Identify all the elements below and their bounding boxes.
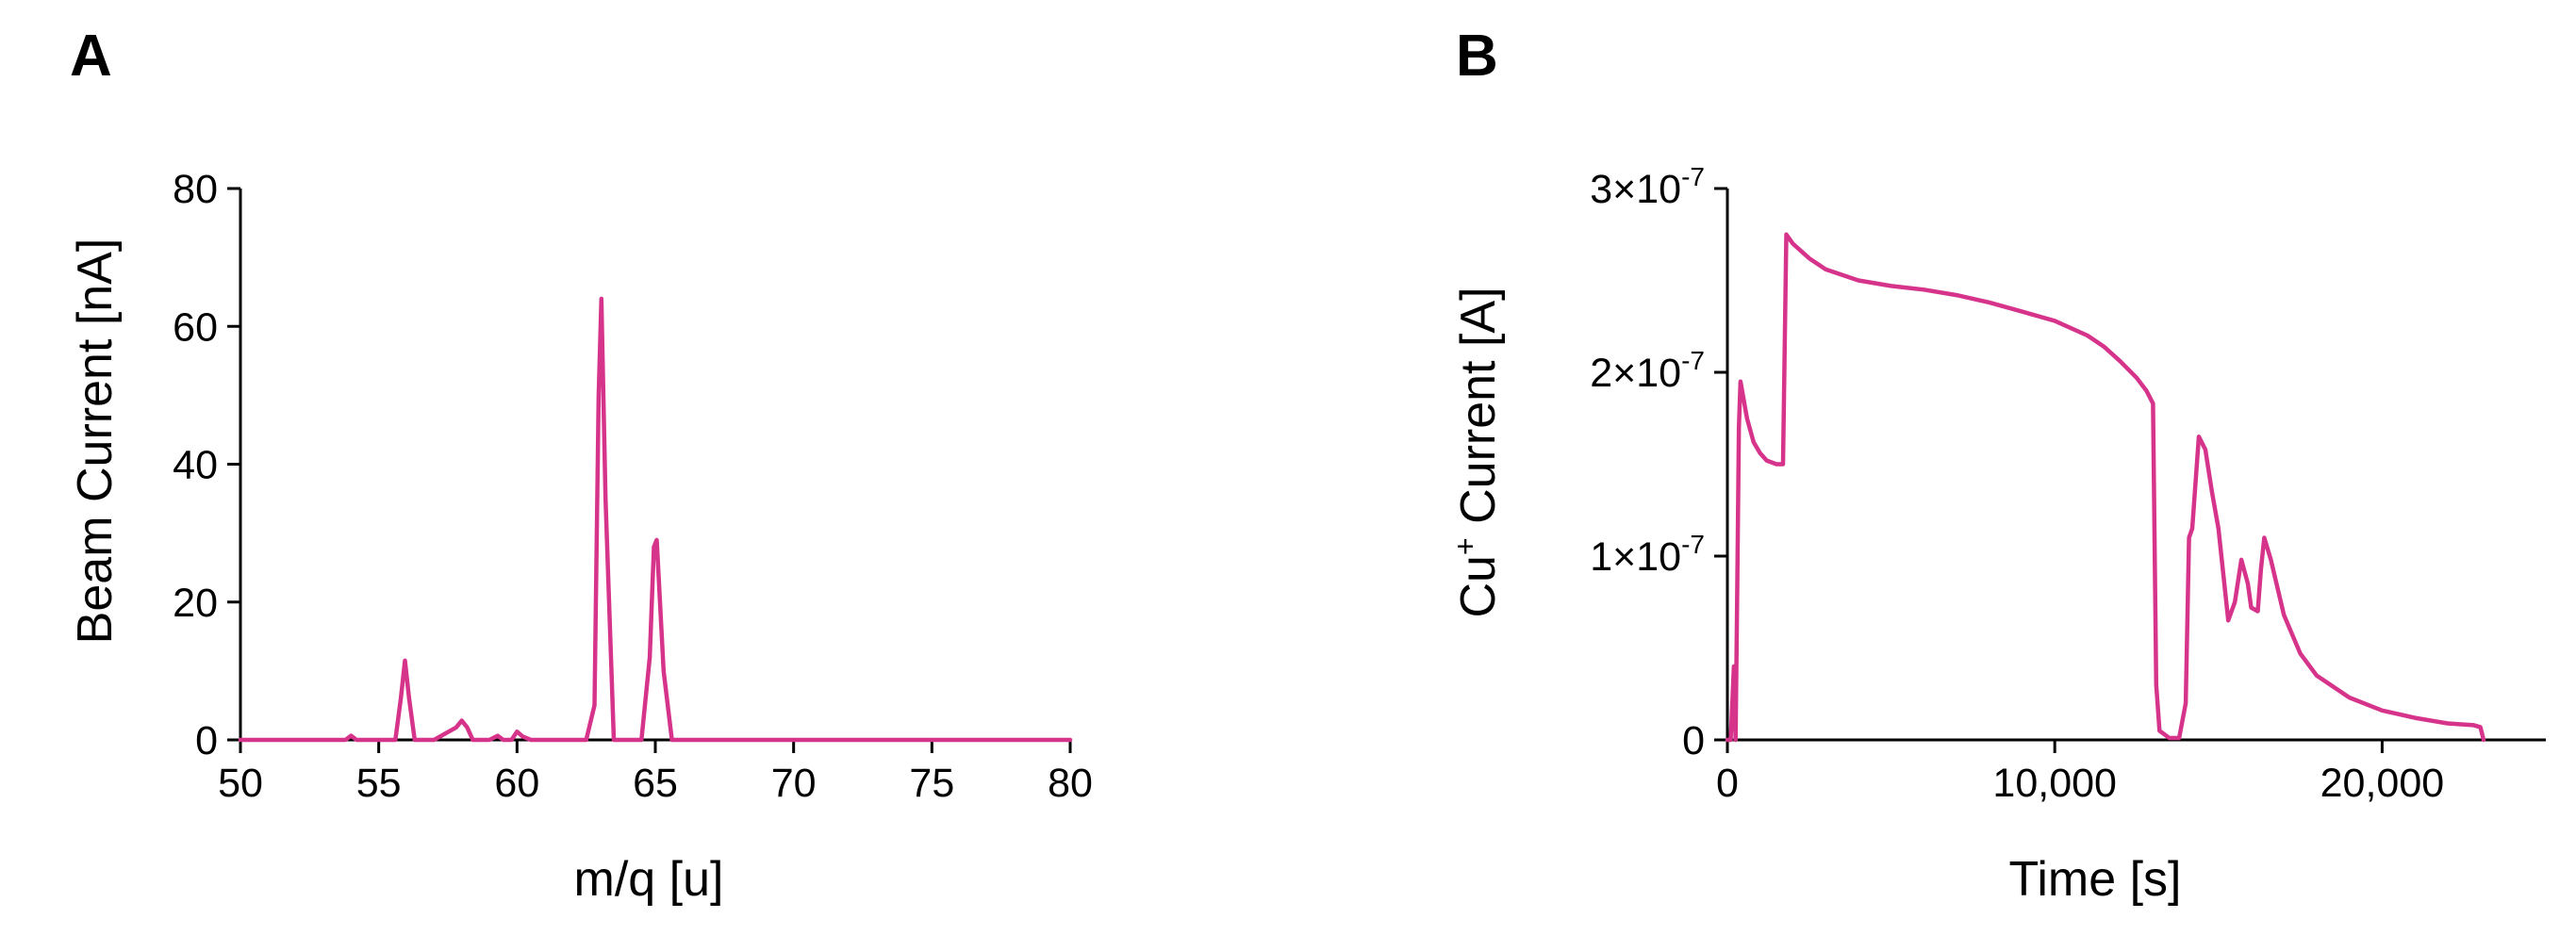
panel-a-x-tick-label: 80: [1048, 761, 1093, 806]
panel-b-series-line: [1725, 232, 2486, 743]
panel-a-y-tick-label: 40: [173, 443, 218, 488]
panel-a-x-tick-label: 65: [633, 761, 678, 806]
panel-a-x-tick-label: 70: [771, 761, 817, 806]
panel-b-x-tick-label: 10,000: [1992, 761, 2117, 806]
panel-a-plot-area: [238, 296, 1073, 743]
panel-a-x-tick-label: 60: [494, 761, 539, 806]
panel-a-x-tick-label: 75: [909, 761, 954, 806]
panel-a-y-tick-label: 60: [173, 304, 218, 350]
panel-a-y-axis-title: Beam Current [nA]: [68, 238, 123, 645]
panel-a-x-axis-title: m/q [u]: [574, 852, 724, 907]
panel-a-x-tick-label: 55: [356, 761, 402, 806]
panel-a-y-tick-label: 20: [173, 581, 218, 626]
panel-b-y-tick-label-mantissa: 0: [1682, 718, 1705, 763]
panel-a-series-line: [238, 296, 1073, 743]
panel-b-y-axis-title: Cu+ Current [A]: [1448, 287, 1506, 617]
panel-b-y-tick-label: 3×10-7: [1590, 162, 1705, 212]
panel-a-y-tick-label: 80: [173, 167, 218, 212]
panel-label-b: B: [1456, 24, 1498, 89]
panel-b-y-tick-label-exponent: -7: [1681, 530, 1705, 559]
panel-b-x-axis-title: Time [s]: [2009, 852, 2182, 907]
panel-b-y-tick-label-mantissa: 1×10: [1590, 534, 1681, 580]
panel-b-x-tick-label: 20,000: [2320, 761, 2445, 806]
panel-a-axes: 50 55 60 65 70 75 80 0 20 40 60 80: [173, 167, 1093, 806]
panel-a-y-tick-label: 0: [195, 718, 218, 763]
panel-b-y-axis-title-main: Cu: [1451, 555, 1506, 617]
panel-b-y-tick-label: 1×10-7: [1590, 530, 1705, 580]
panel-b-y-tick-label: 0: [1682, 718, 1705, 763]
panel-b-y-tick-label-exponent: -7: [1681, 346, 1705, 375]
panel-b-y-tick-label-exponent: -7: [1681, 162, 1705, 191]
panel-a-x-tick-label: 50: [218, 761, 263, 806]
panel-b-y-tick-label-mantissa: 2×10: [1590, 351, 1681, 396]
panel-b-y-axis-title-superscript: +: [1448, 537, 1482, 555]
panel-b-y-tick-label-mantissa: 3×10: [1590, 167, 1681, 212]
chart-panel-a: A 50 55 60 65 70 75 80 0 20 40 60 80 Beam Current […: [68, 24, 1093, 907]
panel-b-plot-area: [1725, 232, 2486, 743]
panel-b-y-tick-label: 2×10-7: [1590, 346, 1705, 396]
panel-b-x-tick-label: 0: [1716, 761, 1739, 806]
panel-b-y-axis-title-rest: Current [A]: [1451, 287, 1506, 537]
panel-label-a: A: [70, 24, 112, 89]
